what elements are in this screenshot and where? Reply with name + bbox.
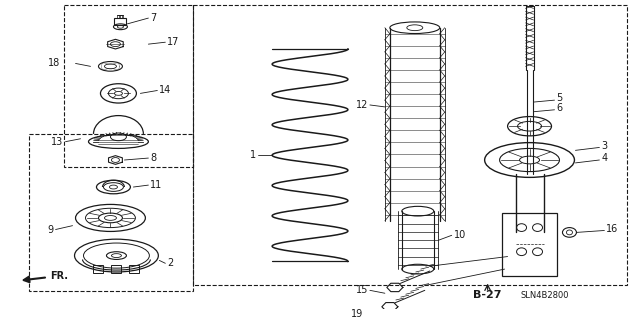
Bar	[63, 4, 193, 167]
Text: 4: 4	[602, 153, 607, 163]
Text: 14: 14	[159, 85, 172, 95]
Text: 9: 9	[47, 225, 54, 234]
Bar	[111, 265, 122, 273]
Text: 7: 7	[150, 13, 157, 23]
Text: 10: 10	[454, 230, 466, 240]
Text: 2: 2	[167, 258, 173, 268]
Text: 3: 3	[602, 140, 607, 151]
Text: SLN4B2800: SLN4B2800	[520, 291, 569, 300]
Bar	[115, 18, 127, 25]
Text: 19: 19	[351, 309, 363, 319]
Text: 8: 8	[150, 153, 157, 163]
Text: B-27: B-27	[474, 290, 502, 300]
Text: 16: 16	[606, 224, 619, 234]
Text: 6: 6	[557, 103, 563, 113]
Text: 18: 18	[48, 58, 61, 69]
Text: 11: 11	[150, 180, 163, 190]
Text: 13: 13	[51, 137, 63, 147]
Text: 12: 12	[356, 100, 368, 110]
Text: 5: 5	[557, 93, 563, 103]
Bar	[93, 265, 104, 273]
Text: FR.: FR.	[24, 271, 68, 282]
Bar	[502, 213, 557, 276]
Bar	[193, 4, 627, 285]
Bar	[29, 134, 193, 291]
Text: 1: 1	[250, 150, 256, 160]
Bar	[129, 265, 140, 273]
Text: 15: 15	[356, 285, 368, 295]
Text: 17: 17	[167, 37, 180, 47]
